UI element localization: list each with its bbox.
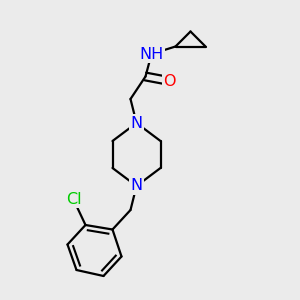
Text: N: N xyxy=(130,178,142,194)
Text: O: O xyxy=(163,74,176,88)
Text: Cl: Cl xyxy=(66,192,81,207)
Text: NH: NH xyxy=(140,46,164,62)
Text: N: N xyxy=(130,116,142,130)
